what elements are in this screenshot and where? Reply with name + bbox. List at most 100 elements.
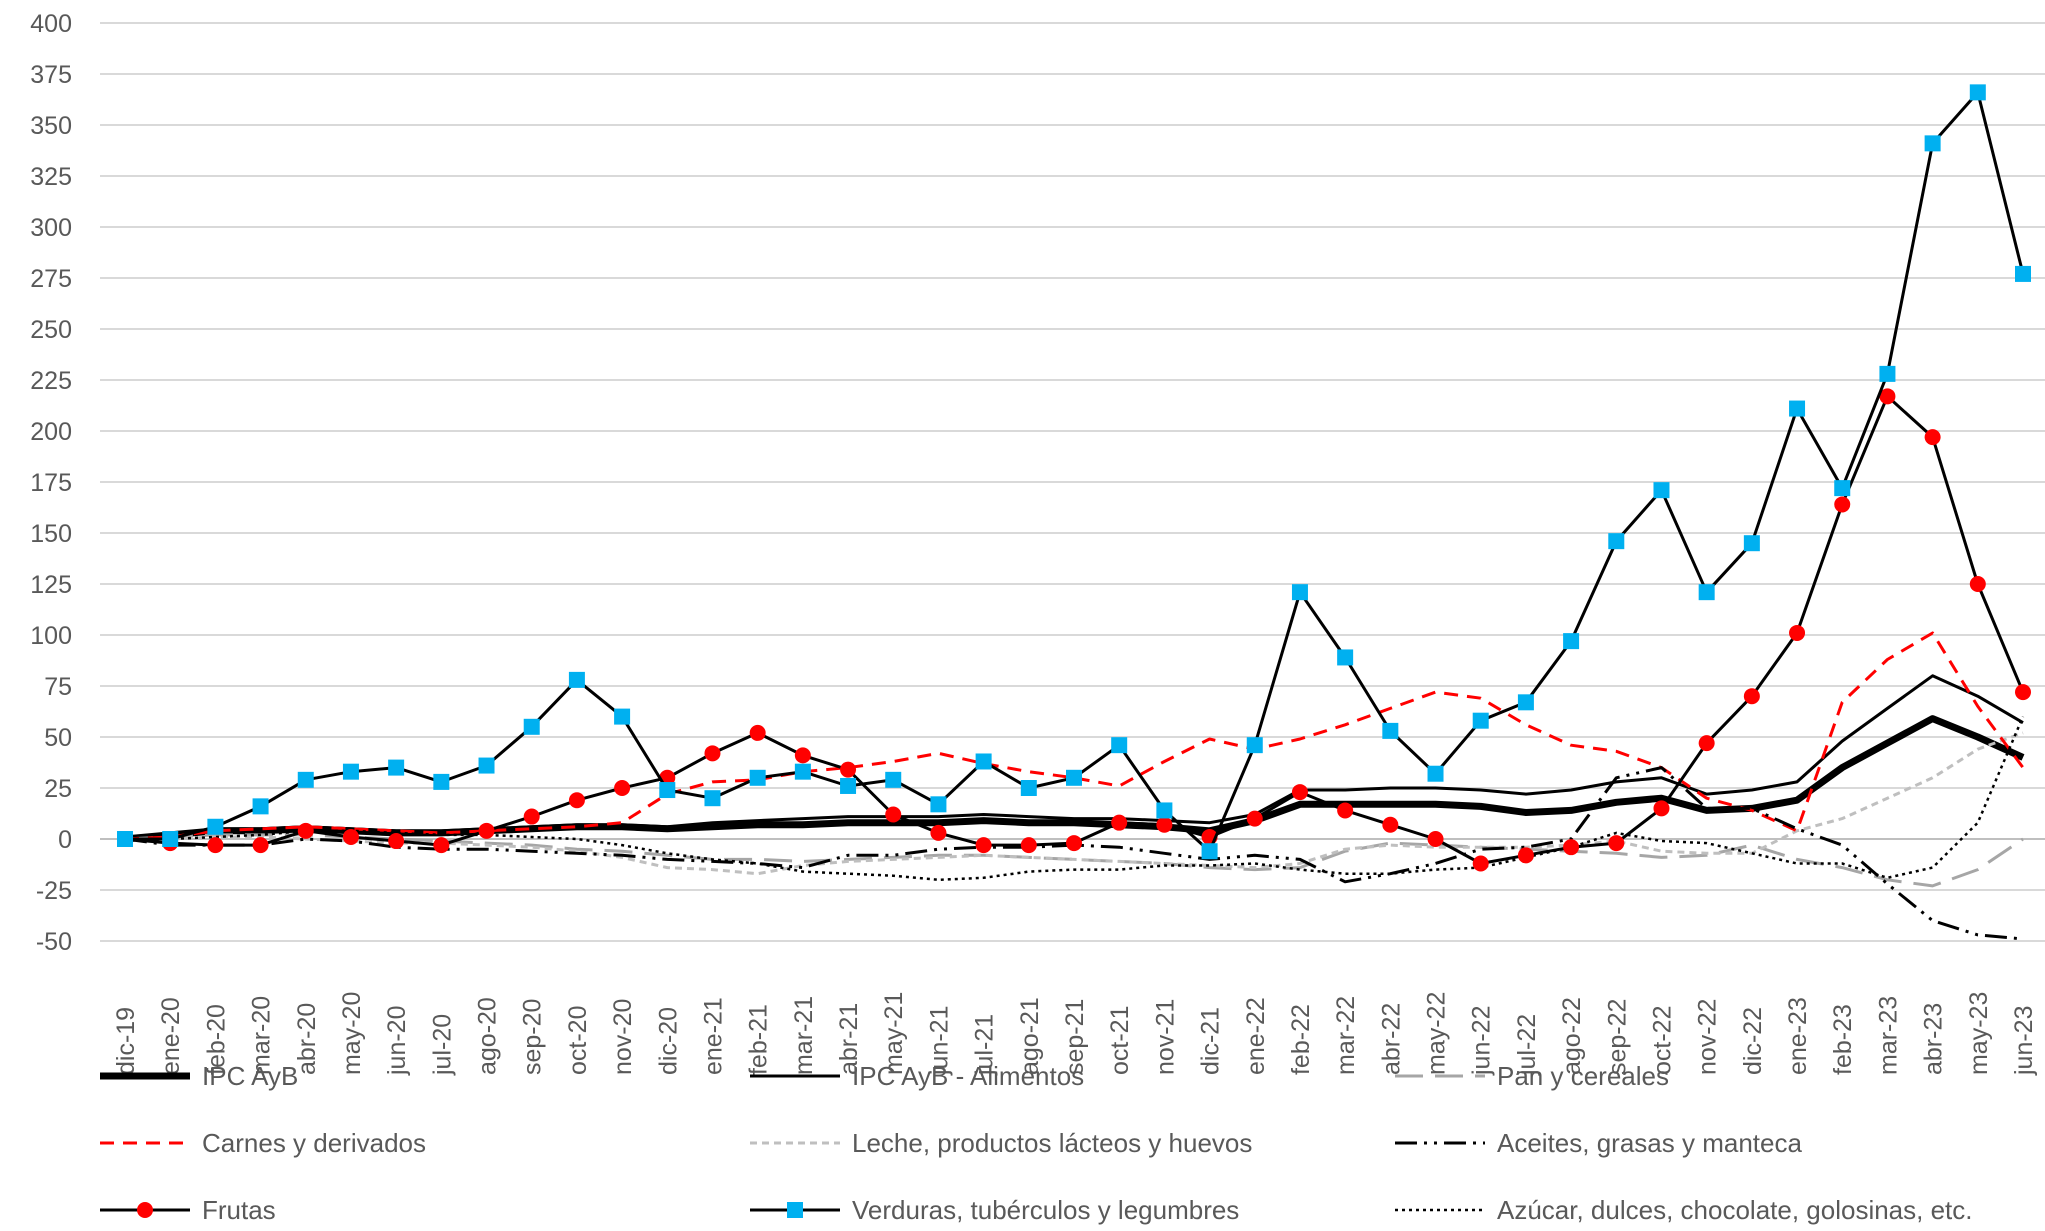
data-point-frutas — [885, 806, 902, 823]
series-line-ipc-ayb — [124, 715, 2025, 843]
data-point-verduras-tuberculos-y-legumbres — [1291, 584, 1308, 601]
y-tick-label: 100 — [30, 622, 72, 650]
y-tick-label: 275 — [30, 265, 72, 293]
data-point-frutas — [297, 822, 314, 839]
x-axis-ticks: dic-19 ene-20 feb-20 mar-20 abr-20 may-20 jun-… — [112, 992, 2038, 1076]
x-tick-label: may-21 — [880, 992, 908, 1075]
data-point-verduras-tuberculos-y-legumbres — [117, 831, 133, 847]
x-tick-label: sep-21 — [1061, 999, 1089, 1075]
legend-label-ipc-ayb-alimentos: IPC AyB - Alimentos — [852, 1061, 1084, 1091]
data-point-verduras-tuberculos-y-legumbres — [388, 759, 405, 776]
y-tick-label: 150 — [30, 520, 72, 548]
x-tick-label: may-23 — [1965, 992, 1993, 1075]
y-tick-label: 0 — [58, 826, 72, 854]
y-tick-label: 250 — [30, 316, 72, 344]
y-tick-label: 25 — [44, 775, 72, 803]
series-line-frutas — [124, 394, 2025, 865]
data-point-verduras-tuberculos-y-legumbres — [1924, 135, 1941, 152]
y-tick-label: 225 — [30, 367, 72, 395]
data-point-verduras-tuberculos-y-legumbres — [930, 796, 947, 813]
x-tick-label: dic-19 — [112, 1007, 140, 1075]
x-tick-label: jun-20 — [383, 1006, 411, 1077]
y-tick-label: 350 — [30, 112, 72, 140]
data-point-frutas — [1789, 624, 1806, 641]
y-tick-label: 75 — [44, 673, 72, 701]
x-tick-label: jun-23 — [2010, 1006, 2038, 1077]
series-line-azucar-dulces-chocolate-golosinas-etc — [125, 716, 2025, 882]
data-point-frutas — [523, 808, 540, 825]
data-point-frutas — [342, 828, 359, 845]
gridlines — [100, 22, 2045, 942]
data-point-frutas — [1427, 831, 1444, 847]
x-tick-label: abr-23 — [1920, 1003, 1948, 1075]
data-point-frutas — [1924, 429, 1941, 446]
x-tick-label: feb-23 — [1829, 1004, 1857, 1075]
series-line-carnes-y-derivados — [124, 631, 2025, 841]
data-point-frutas — [1020, 837, 1037, 854]
data-point-verduras-tuberculos-y-legumbres — [704, 790, 721, 807]
x-tick-label: mar-21 — [790, 996, 818, 1075]
x-tick-label: dic-21 — [1197, 1007, 1225, 1075]
data-point-verduras-tuberculos-y-legumbres — [885, 771, 902, 788]
data-point-verduras-tuberculos-y-legumbres — [614, 708, 631, 725]
data-point-verduras-tuberculos-y-legumbres — [297, 771, 314, 788]
x-tick-label: jul-20 — [428, 1014, 456, 1076]
x-tick-label: jul-21 — [971, 1014, 999, 1076]
data-point-verduras-tuberculos-y-legumbres — [1879, 365, 1896, 382]
data-point-frutas — [1066, 835, 1082, 852]
data-point-verduras-tuberculos-y-legumbres — [1743, 535, 1760, 552]
data-point-verduras-tuberculos-y-legumbres — [1246, 737, 1263, 754]
y-tick-label: -25 — [36, 877, 72, 905]
legend-label-carnes-y-derivados: Carnes y derivados — [202, 1128, 426, 1158]
data-point-frutas — [1382, 816, 1399, 833]
data-point-frutas — [1743, 688, 1760, 705]
y-axis-ticks: -50 -25 0 25 50 75 100 125 150 175 200 225 250 275 300… — [30, 10, 72, 956]
y-tick-label: 125 — [30, 571, 72, 599]
data-point-verduras-tuberculos-y-legumbres — [1427, 765, 1444, 782]
x-tick-label: mar-20 — [248, 996, 276, 1075]
x-tick-label: feb-22 — [1287, 1004, 1315, 1075]
x-tick-label: nov-21 — [1151, 999, 1179, 1075]
y-tick-label: -50 — [36, 928, 72, 956]
data-point-verduras-tuberculos-y-legumbres — [1382, 722, 1399, 739]
legend-label-frutas: Frutas — [202, 1195, 276, 1225]
x-tick-label: dic-22 — [1739, 1007, 1767, 1075]
data-point-frutas — [388, 833, 405, 850]
x-tick-label: mar-23 — [1874, 996, 1902, 1075]
y-tick-label: 50 — [44, 724, 72, 752]
data-point-verduras-tuberculos-y-legumbres — [1517, 694, 1534, 711]
data-point-verduras-tuberculos-y-legumbres — [749, 769, 766, 786]
data-point-verduras-tuberculos-y-legumbres — [207, 818, 224, 835]
data-point-frutas — [1653, 800, 1670, 817]
x-tick-label: may-22 — [1423, 992, 1451, 1075]
x-tick-label: dic-20 — [654, 1007, 682, 1075]
y-tick-label: 200 — [30, 418, 72, 446]
data-point-frutas — [1291, 784, 1308, 801]
y-tick-label: 375 — [30, 61, 72, 89]
data-point-frutas — [1698, 735, 1715, 752]
legend-label-ipc-ayb: IPC AyB — [202, 1061, 298, 1091]
x-tick-label: nov-22 — [1694, 999, 1722, 1075]
data-point-frutas — [207, 837, 224, 854]
data-point-frutas — [1246, 810, 1263, 827]
x-tick-label: nov-20 — [609, 999, 637, 1075]
data-point-frutas — [568, 792, 585, 809]
legend: IPC AyB IPC AyB - Alimentos Pan y cereales… — [100, 1061, 1973, 1225]
data-point-verduras-tuberculos-y-legumbres — [1156, 802, 1173, 819]
x-tick-label: ene-23 — [1784, 997, 1812, 1075]
data-point-verduras-tuberculos-y-legumbres — [1969, 84, 1986, 101]
legend-label-verduras-tuberculos-y-legumbres: Verduras, tubérculos y legumbres — [852, 1195, 1239, 1225]
series-lines — [117, 84, 2031, 941]
data-point-frutas — [704, 745, 721, 762]
x-tick-label: ago-20 — [474, 997, 502, 1075]
x-tick-label: mar-22 — [1332, 996, 1360, 1075]
y-tick-label: 300 — [30, 214, 72, 242]
data-point-frutas — [840, 761, 857, 778]
legend-label-pan-y-cereales: Pan y cereales — [1497, 1061, 1669, 1091]
x-tick-label: feb-21 — [745, 1004, 773, 1075]
x-tick-label: sep-20 — [519, 999, 547, 1075]
data-point-frutas — [478, 822, 495, 839]
x-tick-label: abr-22 — [1377, 1003, 1405, 1075]
data-point-frutas — [1879, 388, 1896, 405]
